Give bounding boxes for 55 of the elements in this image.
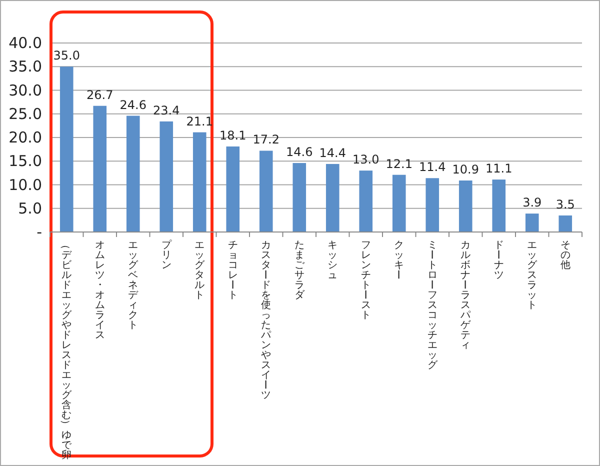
y-tick-label: 30.0 [8,81,42,100]
bar [426,178,440,232]
y-tick-label: 25.0 [8,104,42,123]
x-tick-label: たまごサラダ [294,240,306,301]
data-label: 24.6 [120,98,146,112]
bar [259,150,273,232]
bar [192,132,206,232]
bar [226,146,240,232]
y-tick-label: 35.0 [8,58,42,76]
y-tick-label: - [36,223,42,241]
bar [93,106,107,232]
category-label: オムレツ・オムライス [94,240,105,341]
y-tick-label: 40.0 [8,34,42,52]
x-tick-label: ドーナツ [492,240,504,281]
category-label: カスタードを使ったパンやスイーツ [259,240,272,401]
x-tick-label: エッグスラット [527,240,538,311]
data-label: 11.1 [486,162,512,176]
x-tick-label: エッグタルト [194,240,206,301]
x-tick-label: クッキー [392,240,404,280]
data-label: 17.2 [252,132,280,147]
x-tick-label: プリン [161,239,172,271]
data-label: 12.1 [386,156,412,171]
data-label: 14.6 [286,145,313,160]
bar [292,163,306,232]
data-label: 3.5 [556,197,575,212]
data-label: 14.4 [319,146,346,160]
y-tick-label: 5.0 [18,199,42,218]
bar [326,164,340,232]
bar [359,170,373,232]
x-tick-label: フレンチトースト [358,240,371,321]
x-tick-label: その他 [560,240,570,271]
data-label: 10.9 [452,162,479,176]
bar [492,180,506,232]
bar [525,214,539,232]
y-tick-label: 10.0 [8,176,42,194]
category-label: エッグベネディクト [128,240,138,331]
data-label: 23.4 [153,103,180,118]
bar [126,116,140,232]
category-label: ミートローフスコッチエッグ [425,240,438,371]
y-tick-label: 15.0 [8,152,42,170]
data-label: 3.9 [522,196,542,210]
data-label: 26.7 [86,88,114,102]
data-label: 35.0 [53,48,80,63]
bar [160,121,174,232]
x-tick-label: チョコレート [226,240,238,301]
category-label: カルボナーラスパゲティ [458,240,471,351]
data-label: 11.4 [419,160,446,174]
bar [392,174,406,232]
bar [60,66,74,232]
data-label: 13.0 [352,152,380,167]
bar [558,215,572,232]
data-label: 18.1 [220,128,246,142]
bar [458,180,472,232]
x-tick-label: キッシュ [328,240,338,281]
y-tick-label: 20.0 [8,128,42,146]
